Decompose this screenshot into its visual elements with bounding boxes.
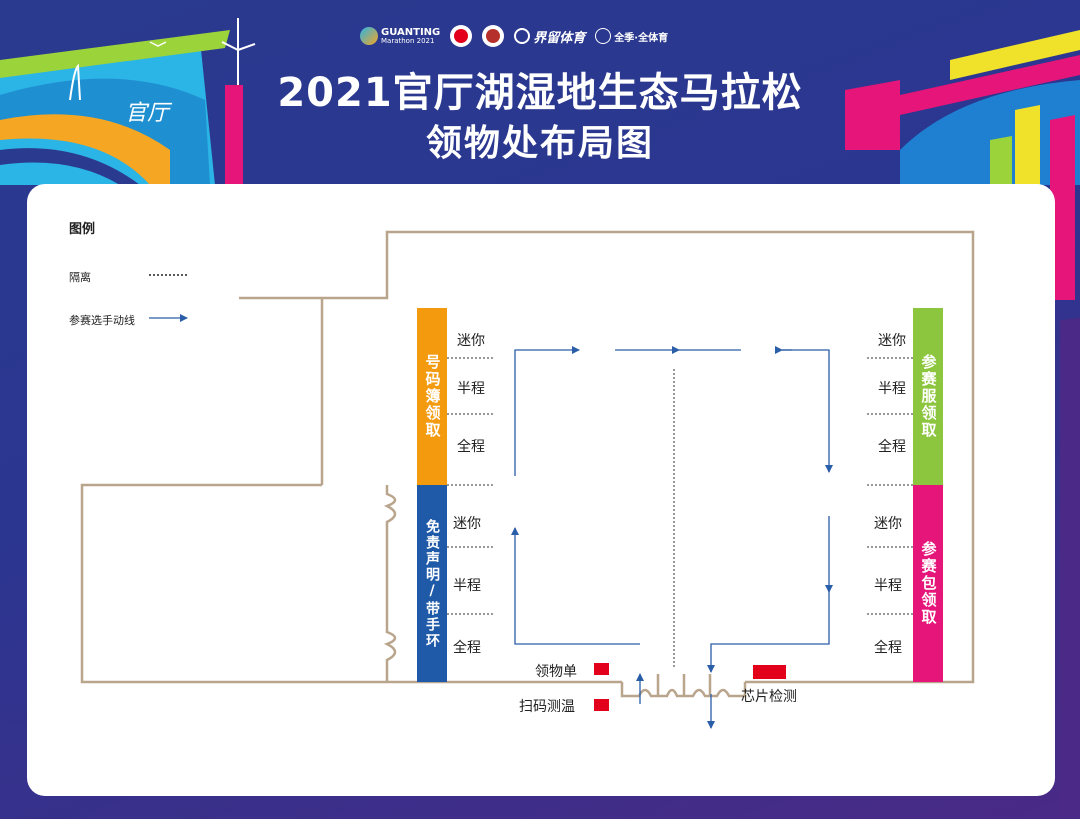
left-bottom-row-mini: 迷你 [453,516,481,532]
right-bottom-row-full: 全程 [874,640,902,656]
right-top-row-full: 全程 [878,439,906,455]
legend-isolation-label: 隔离 [69,271,91,284]
scan-temp-label: 扫码测温 [519,699,575,715]
association-icon [482,25,505,47]
sports-brand-name: 界留体育 [533,30,586,46]
guanting-logo-icon [360,27,378,45]
station-waiver-wristband-label: 免责声明/带手环 [424,518,440,649]
page-title: 2021官厅湖湿地生态马拉松 [277,70,803,116]
slogan-icon [595,28,612,44]
left-bottom-row-full: 全程 [453,640,481,656]
legend-title: 图例 [69,222,96,237]
floor-plan [80,230,975,729]
walls [80,230,975,698]
slogan-text: 全季·全体育 [614,32,669,44]
right-bottom-row-mini: 迷你 [874,516,902,532]
station-shirt-pickup-label: 参赛服领取 [919,354,938,439]
flow-arrows [511,346,833,729]
legend-flow-label: 参赛选手动线 [69,314,135,327]
station-waiver-wristband: 免责声明/带手环 [417,485,447,682]
sponsor-logos: GUANTING Marathon 2021 界留体育 全季·全体育 [360,22,740,50]
left-top-row-half: 半程 [457,381,485,397]
left-top-row-full: 全程 [457,439,485,455]
sports-brand-icon [514,28,531,44]
guanting-logo: GUANTING Marathon 2021 [360,27,440,45]
guanting-logo-name: GUANTING [381,26,441,38]
left-top-row-mini: 迷你 [457,333,485,349]
station-bib-pickup: 号码簿领取 [417,308,447,485]
station-bib-pickup-label: 号码簿领取 [423,354,442,439]
chip-check-marker [753,665,786,679]
chip-check-label: 芯片检测 [741,689,797,705]
station-kit-pickup-label: 参赛包领取 [919,541,938,626]
left-bottom-row-half: 半程 [453,578,481,594]
right-top-row-mini: 迷你 [878,333,906,349]
right-top-row-half: 半程 [878,381,906,397]
guanting-logo-sub: Marathon 2021 [381,36,435,45]
emblem-icon [450,25,473,47]
scan-temp-marker [594,699,609,711]
station-kit-pickup: 参赛包领取 [913,485,943,682]
slogan-logo: 全季·全体育 [595,28,668,44]
page-subtitle: 领物处布局图 [425,123,654,164]
sports-brand-logo: 界留体育 [514,27,585,46]
isolation-lines [447,357,915,669]
deco-text: 官厅 [125,101,170,126]
layout-card: 图例 隔离 参赛选手动线 [27,184,1055,796]
station-shirt-pickup: 参赛服领取 [913,308,943,485]
right-bottom-row-half: 半程 [874,578,902,594]
claim-form-label: 领物单 [535,664,577,680]
claim-form-marker [594,663,609,675]
